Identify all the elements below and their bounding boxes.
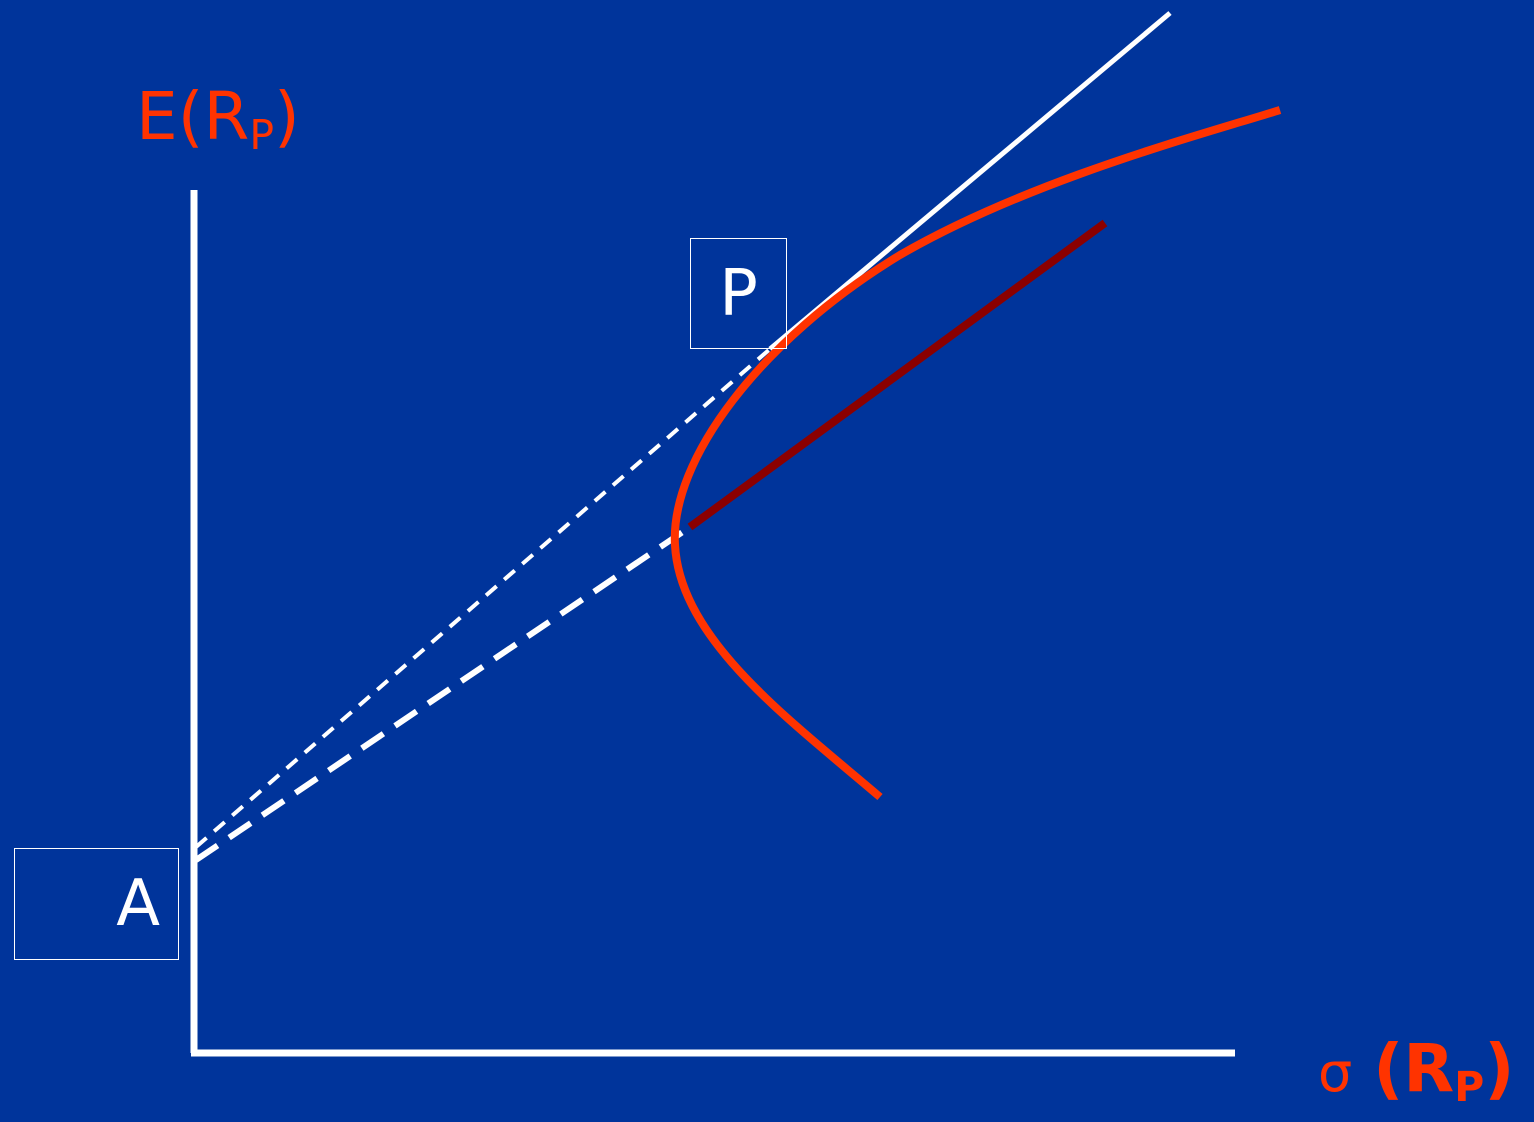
x-axis-label-close: ) xyxy=(1484,1030,1515,1107)
y-axis-label: E(RP) xyxy=(136,84,300,156)
efficient-segment-line xyxy=(687,219,1108,531)
risk-free-point-label: A xyxy=(14,848,179,960)
efficient-frontier-curve xyxy=(670,106,1282,801)
x-axis-label-symbol: σ xyxy=(1318,1041,1353,1104)
x-axis-label-sub: P xyxy=(1454,1063,1485,1112)
x-axis-label-main: (R xyxy=(1373,1030,1455,1107)
y-axis-label-main: E(R xyxy=(136,78,250,155)
min-variance-line-dashed xyxy=(194,524,692,863)
tangency-point-label: P xyxy=(690,238,787,349)
x-axis-label: σ (RP) xyxy=(1318,1036,1514,1108)
y-axis-label-close: ) xyxy=(273,78,300,155)
cml-dashed-segment xyxy=(194,347,772,849)
y-axis-label-sub: P xyxy=(249,111,274,160)
cml-solid-segment xyxy=(768,11,1172,351)
